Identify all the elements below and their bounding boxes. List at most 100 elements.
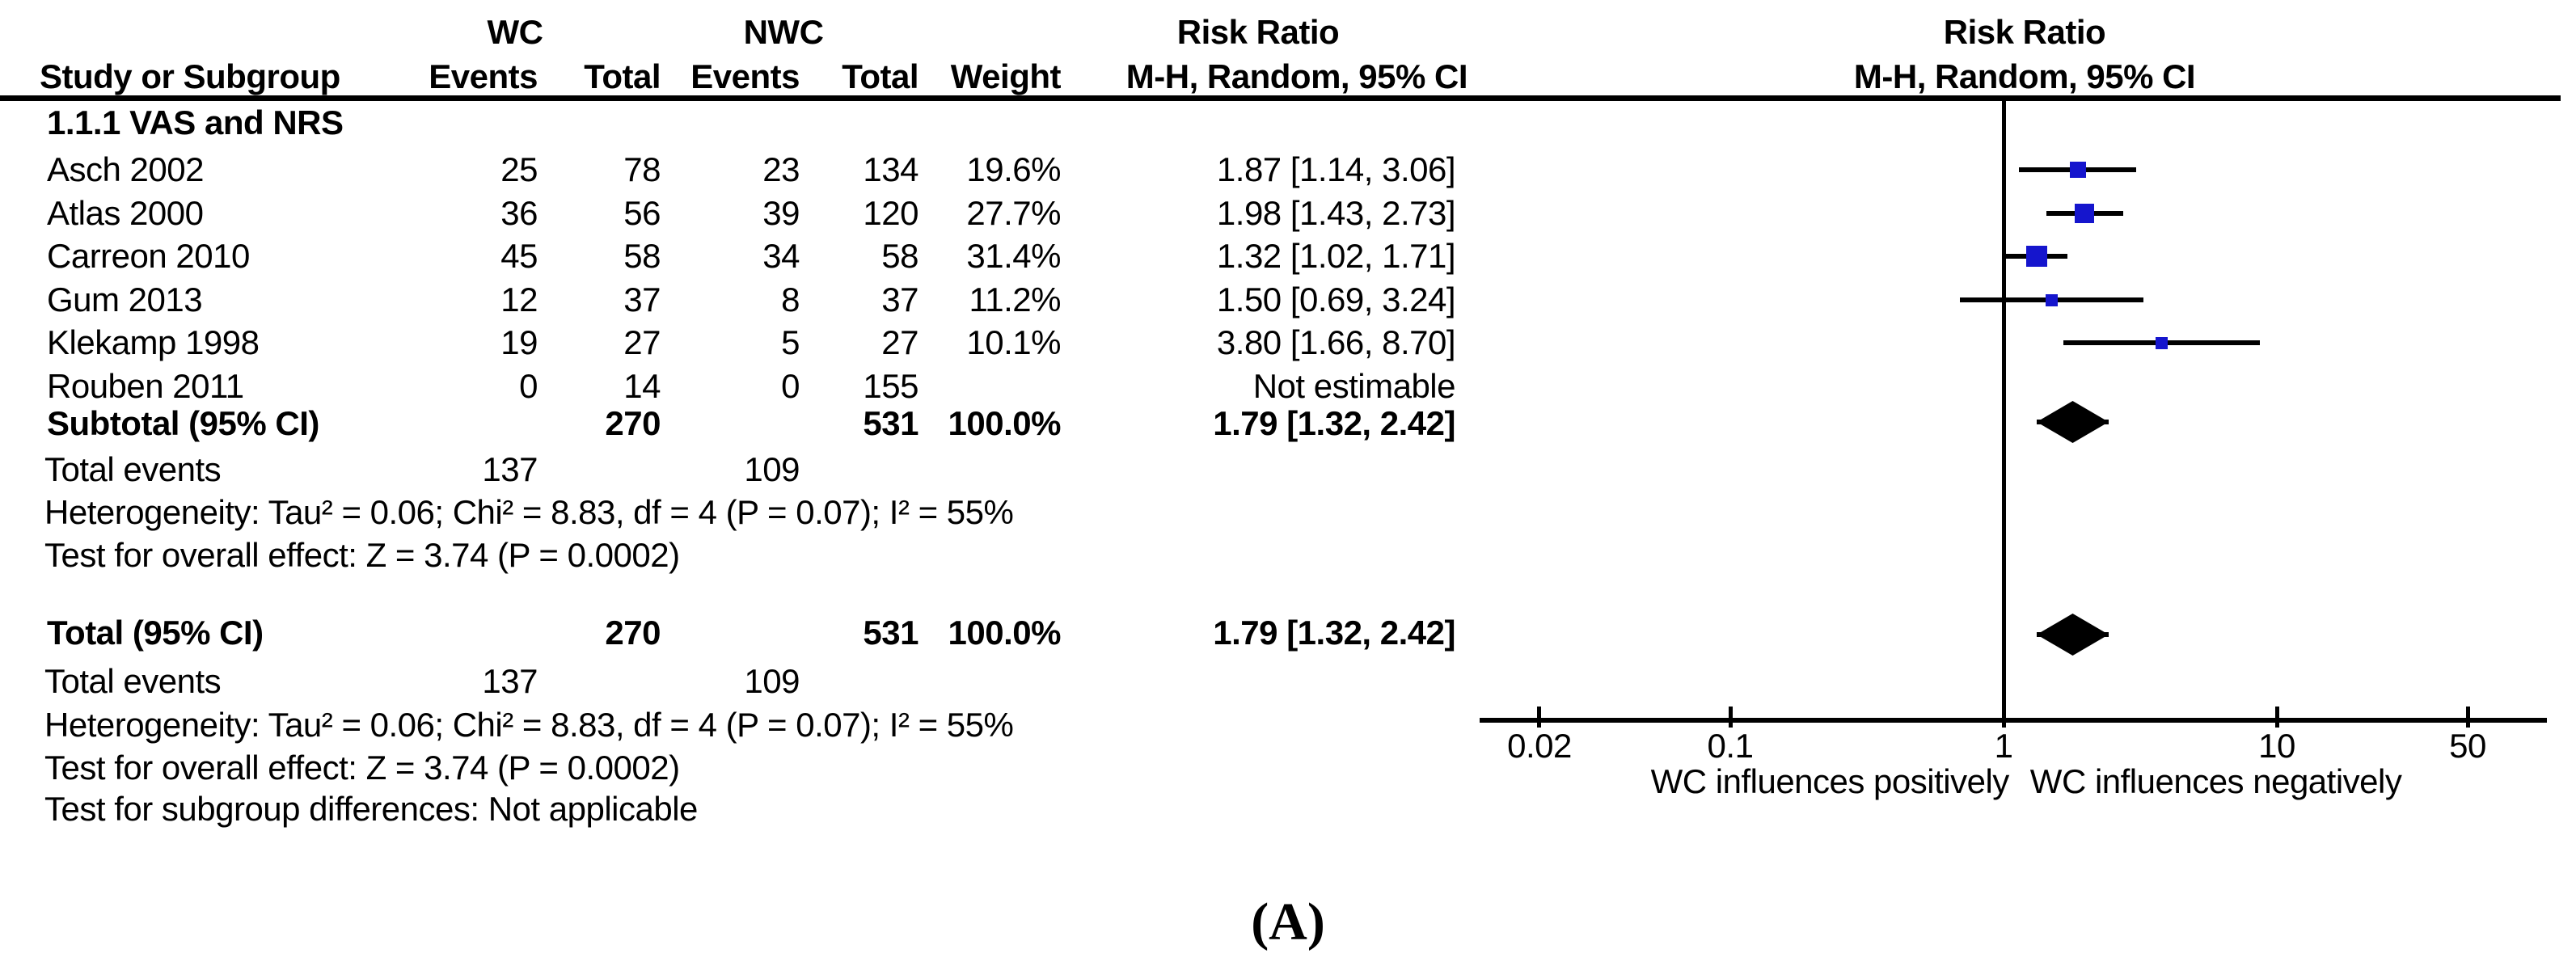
axis-caption-right: WC influences negatively xyxy=(2029,762,2402,800)
nwc-total-value: 531 xyxy=(863,614,918,652)
risk-ratio-header-left: Risk Ratio xyxy=(1176,13,1340,51)
axis-tick xyxy=(2002,707,2006,728)
wc-total-value: 270 xyxy=(605,614,661,652)
total-events-nwc: 109 xyxy=(744,450,800,488)
axis-tick-label: 50 xyxy=(2449,727,2486,765)
effect-square xyxy=(2156,337,2168,349)
wc-total-value: 56 xyxy=(623,194,661,232)
wc-events-value: 25 xyxy=(500,150,538,188)
column-header-wc-total: Total xyxy=(584,57,661,95)
study-name: Carreon 2010 xyxy=(47,237,250,275)
effect-square xyxy=(2075,204,2094,223)
pooled-diamond xyxy=(2037,614,2109,656)
column-header-nwc-events: Events xyxy=(690,57,800,95)
axis-tick xyxy=(2466,707,2470,728)
axis-tick-label: 10 xyxy=(2258,727,2295,765)
nwc-total-value: 27 xyxy=(881,323,918,361)
no-effect-line xyxy=(2002,101,2006,720)
axis-tick-label: 0.02 xyxy=(1507,727,1572,765)
axis-tick xyxy=(1537,707,1541,728)
nwc-events-value: 34 xyxy=(762,237,800,275)
effect-square xyxy=(2026,246,2047,267)
wc-events-value: 45 xyxy=(500,237,538,275)
effect-ci-value: 1.32 [1.02, 1.71] xyxy=(1216,237,1456,275)
study-name: Atlas 2000 xyxy=(47,194,204,232)
nwc-events-value: 5 xyxy=(781,323,800,361)
study-name: Asch 2002 xyxy=(47,150,204,188)
nwc-total-value: 134 xyxy=(863,150,918,188)
nwc-group-header: NWC xyxy=(743,13,824,51)
wc-events-value: 19 xyxy=(500,323,538,361)
wc-total-value: 78 xyxy=(623,150,661,188)
effect-ci-value: 1.50 [0.69, 3.24] xyxy=(1216,281,1456,318)
axis-tick-label: 0.1 xyxy=(1707,727,1754,765)
wc-events-value: 0 xyxy=(519,367,538,405)
nwc-events-value: 39 xyxy=(762,194,800,232)
wc-total-value: 14 xyxy=(623,367,661,405)
axis-tick xyxy=(1729,707,1733,728)
pooled-diamond xyxy=(2037,401,2109,443)
effect-ci-value: 1.87 [1.14, 3.06] xyxy=(1216,150,1456,188)
header-rule xyxy=(0,95,2561,101)
weight-value: 19.6% xyxy=(966,150,1061,188)
effect-ci-value: 3.80 [1.66, 8.70] xyxy=(1216,323,1456,361)
wc-total-value: 27 xyxy=(623,323,661,361)
study-name: Rouben 2011 xyxy=(47,367,244,405)
wc-total-value: 58 xyxy=(623,237,661,275)
wc-group-header: WC xyxy=(487,13,543,51)
panel-label: (A) xyxy=(1251,892,1325,951)
effect-ci-value: Not estimable xyxy=(1252,367,1456,405)
nwc-events-value: 0 xyxy=(781,367,800,405)
nwc-total-value: 531 xyxy=(863,404,918,442)
axis-caption-left: WC influences positively xyxy=(1650,762,2010,800)
total-events-wc: 137 xyxy=(482,450,538,488)
method-header-right: M-H, Random, 95% CI xyxy=(1853,57,2196,95)
weight-value: 27.7% xyxy=(966,194,1061,232)
note-line: Test for subgroup differences: Not appli… xyxy=(44,790,698,828)
wc-total-value: 37 xyxy=(623,281,661,318)
effect-ci-value: 1.79 [1.32, 2.42] xyxy=(1213,614,1455,652)
axis-tick-label: 1 xyxy=(1994,727,2013,765)
study-name: Klekamp 1998 xyxy=(47,323,260,361)
subtotal-label: Subtotal (95% CI) xyxy=(47,404,319,442)
nwc-total-value: 155 xyxy=(863,367,918,405)
x-axis-line xyxy=(1480,718,2547,723)
total-label: Total (95% CI) xyxy=(47,614,264,652)
effect-square xyxy=(2046,294,2058,306)
nwc-total-value: 37 xyxy=(881,281,918,318)
column-header-study: Study or Subgroup xyxy=(40,57,340,95)
nwc-total-value: 120 xyxy=(863,194,918,232)
weight-value: 100.0% xyxy=(948,404,1062,442)
effect-ci-value: 1.79 [1.32, 2.42] xyxy=(1213,404,1455,442)
nwc-events-value: 8 xyxy=(781,281,800,318)
axis-tick xyxy=(2275,707,2279,728)
subgroup-label: 1.1.1 VAS and NRS xyxy=(47,103,344,141)
axis-caption: WC influences positively WC influences n… xyxy=(1460,765,2576,799)
note-line: Test for overall effect: Z = 3.74 (P = 0… xyxy=(44,536,680,574)
nwc-total-value: 58 xyxy=(881,237,918,275)
column-header-nwc-total: Total xyxy=(842,57,918,95)
note-line: Total events xyxy=(44,450,222,488)
wc-events-value: 12 xyxy=(500,281,538,318)
total-events-nwc: 109 xyxy=(744,662,800,700)
column-header-wc-events: Events xyxy=(429,57,538,95)
effect-ci-value: 1.98 [1.43, 2.73] xyxy=(1216,194,1456,232)
note-line: Total events xyxy=(44,662,222,700)
column-header-effect-ci: M-H, Random, 95% CI xyxy=(1125,57,1468,95)
effect-square xyxy=(2070,162,2086,178)
weight-value: 10.1% xyxy=(966,323,1061,361)
weight-value: 100.0% xyxy=(948,614,1062,652)
note-line: Heterogeneity: Tau² = 0.06; Chi² = 8.83,… xyxy=(44,706,1014,744)
total-events-wc: 137 xyxy=(482,662,538,700)
risk-ratio-header-right: Risk Ratio xyxy=(1943,13,2106,51)
weight-value: 31.4% xyxy=(966,237,1061,275)
nwc-events-value: 23 xyxy=(762,150,800,188)
note-line: Heterogeneity: Tau² = 0.06; Chi² = 8.83,… xyxy=(44,493,1014,531)
wc-total-value: 270 xyxy=(605,404,661,442)
study-name: Gum 2013 xyxy=(47,281,203,318)
weight-value: 11.2% xyxy=(969,281,1062,318)
note-line: Test for overall effect: Z = 3.74 (P = 0… xyxy=(44,749,680,787)
column-header-weight: Weight xyxy=(950,57,1062,95)
wc-events-value: 36 xyxy=(500,194,538,232)
